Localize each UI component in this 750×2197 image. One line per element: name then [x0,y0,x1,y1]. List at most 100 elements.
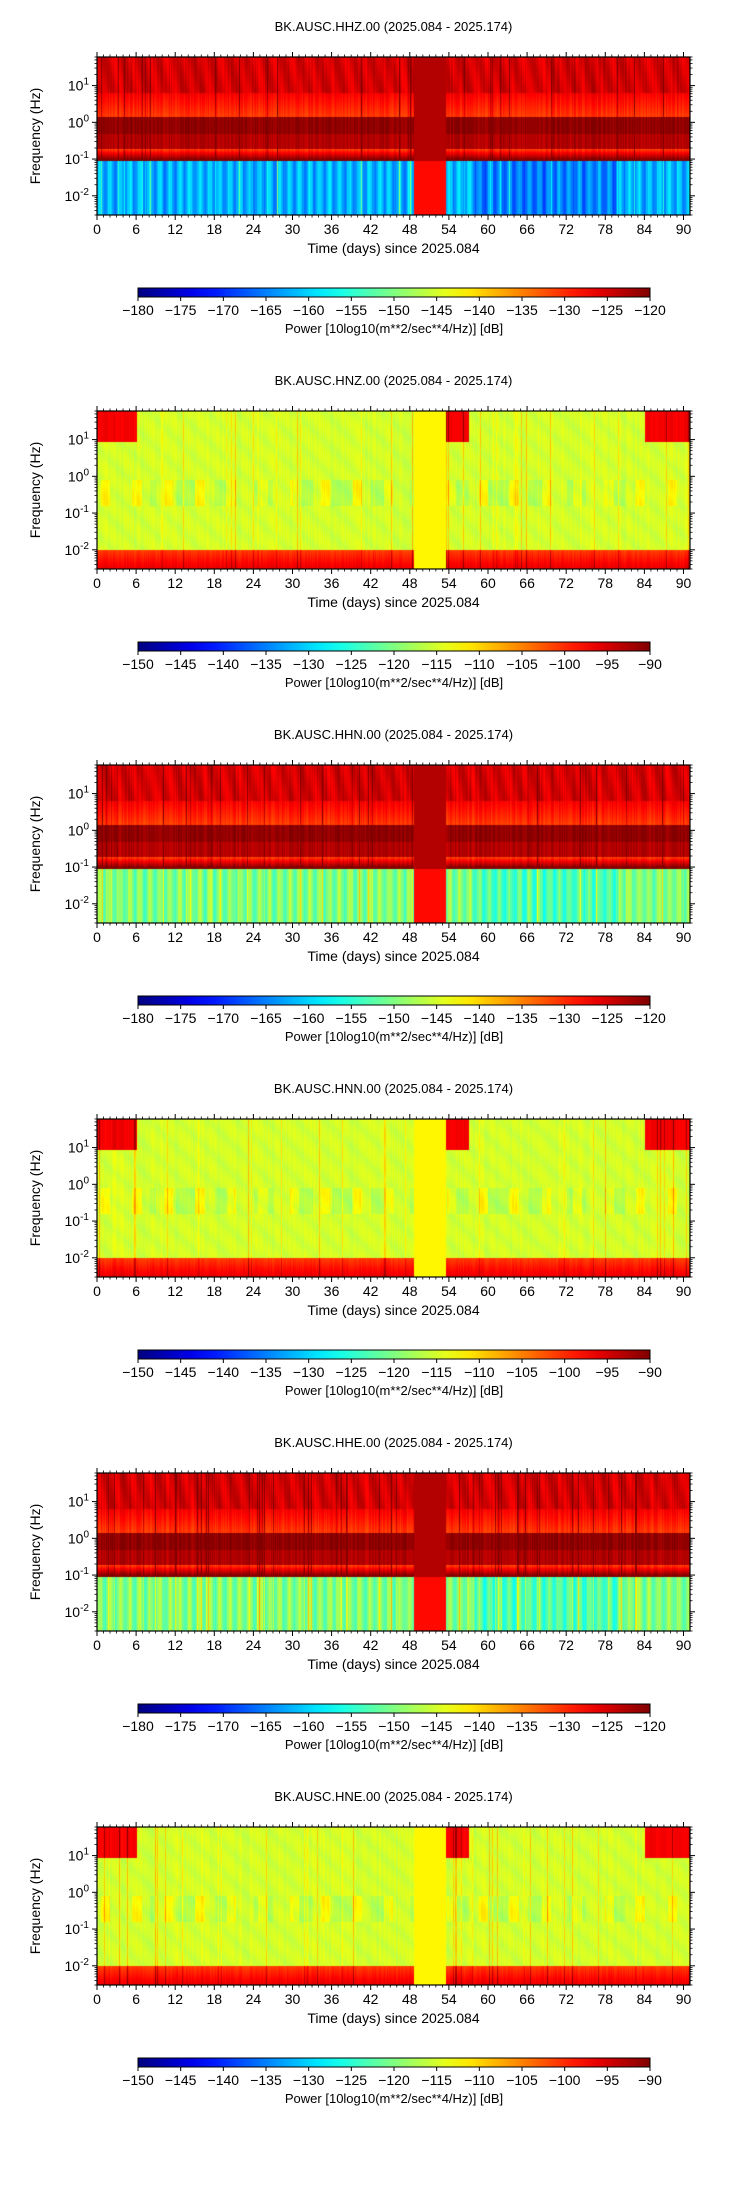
x-tick-label: 12 [167,929,183,945]
x-tick-label: 66 [519,1991,535,2007]
x-tick-label: 24 [246,1637,262,1653]
colorbar-tick-label: −105 [506,656,538,672]
colorbar-tick-label: −90 [638,656,662,672]
colorbar-tick-label: −175 [165,302,197,318]
chart-title: BK.AUSC.HNE.00 (2025.084 - 2025.174) [274,1789,512,1804]
colorbar-tick-label: −120 [378,656,410,672]
colorbar-tick-label: −165 [250,1718,282,1734]
plot-frame [96,56,691,216]
x-tick-label: 0 [93,1283,101,1299]
x-tick-label: 48 [402,221,418,237]
colorbar-tick-label: −160 [293,1718,325,1734]
x-tick-label: 36 [324,929,340,945]
x-tick-label: 18 [207,1637,223,1653]
colorbar-tick-label: −90 [638,2072,662,2088]
y-tick-label: 10-1 [65,150,90,167]
colorbar-tick-label: −125 [592,1718,624,1734]
colorbar-tick-label: −125 [336,656,368,672]
x-tick-label: 72 [558,1991,574,2007]
colorbar-tick-label: −140 [464,1718,496,1734]
colorbar-tick-label: −90 [638,1364,662,1380]
colorbar-tick-label: −135 [250,2072,282,2088]
colorbar-label: Power [10log10(m**2/sec**4/Hz)] [dB] [285,2091,503,2106]
spectrogram-image [97,1119,690,1277]
y-tick-label: 100 [68,467,90,484]
x-tick-label: 84 [637,1637,653,1653]
colorbar-tick-label: −170 [208,1010,240,1026]
colorbar-label: Power [10log10(m**2/sec**4/Hz)] [dB] [285,1383,503,1398]
y-tick-label: 100 [68,1175,90,1192]
colorbar-tick-label: −135 [506,1010,538,1026]
x-tick-label: 72 [558,1283,574,1299]
x-tick-label: 60 [480,929,496,945]
x-tick-label: 60 [480,1637,496,1653]
colorbar-tick-label: −135 [250,1364,282,1380]
x-tick-label: 54 [441,1637,457,1653]
x-tick-label: 84 [637,221,653,237]
colorbar-tick-label: −120 [634,1718,666,1734]
spectrogram-image [97,411,690,569]
spectrogram-panel: BK.AUSC.HNE.00 (2025.084 - 2025.174) 0 6 12… [27,1789,695,2106]
colorbar-tick-label: −130 [549,302,581,318]
x-tick-label: 48 [402,1283,418,1299]
colorbar-tick-label: −165 [250,1010,282,1026]
colorbar-tick-label: −150 [378,1718,410,1734]
y-tick-label: 10-1 [65,858,90,875]
colorbar-tick-label: −120 [634,302,666,318]
colorbar-tick-label: −120 [634,1010,666,1026]
x-tick-label: 42 [363,929,379,945]
x-tick-label: 66 [519,929,535,945]
y-axis-label: Frequency (Hz) [27,88,43,184]
x-tick-label: 48 [402,575,418,591]
colorbar-tick-label: −145 [165,2072,197,2088]
colorbar-tick-label: −110 [464,1364,495,1380]
x-tick-label: 36 [324,575,340,591]
x-tick-label: 42 [363,1637,379,1653]
spectrogram-image [97,1473,690,1631]
x-tick-label: 24 [246,929,262,945]
plot-frame [96,410,691,570]
spectrogram-panel: BK.AUSC.HNN.00 (2025.084 - 2025.174) 0 6 12… [27,1081,695,1398]
x-tick-label: 90 [676,1991,692,2007]
colorbar-tick-label: −150 [122,2072,154,2088]
colorbar-tick-label: −100 [549,1364,581,1380]
x-tick-label: 0 [93,221,101,237]
colorbar-tick-label: −180 [122,302,154,318]
colorbar-tick-label: −130 [293,656,325,672]
x-tick-label: 42 [363,1283,379,1299]
colorbar [137,2057,651,2068]
x-tick-label: 48 [402,1991,418,2007]
x-tick-label: 72 [558,221,574,237]
y-tick-label: 101 [68,1139,90,1156]
x-tick-label: 0 [93,929,101,945]
chart-title: BK.AUSC.HHE.00 (2025.084 - 2025.174) [274,1435,512,1450]
x-tick-label: 12 [167,221,183,237]
colorbar [137,641,651,652]
colorbar-tick-label: −140 [464,1010,496,1026]
x-tick-label: 12 [167,1637,183,1653]
y-tick-label: 101 [68,1493,90,1510]
chart-title: BK.AUSC.HNZ.00 (2025.084 - 2025.174) [275,373,513,388]
colorbar-tick-label: −150 [378,1010,410,1026]
colorbar-tick-label: −145 [421,302,453,318]
x-tick-label: 54 [441,1991,457,2007]
chart-title: BK.AUSC.HHN.00 (2025.084 - 2025.174) [274,727,513,742]
y-tick-label: 101 [68,77,90,94]
x-tick-label: 30 [285,1991,301,2007]
y-tick-label: 10-2 [65,541,90,558]
colorbar [137,287,651,298]
x-tick-label: 18 [207,575,223,591]
colorbar-tick-label: −170 [208,302,240,318]
x-tick-label: 66 [519,1637,535,1653]
x-tick-label: 54 [441,575,457,591]
x-tick-label: 90 [676,575,692,591]
x-axis-label: Time (days) since 2025.084 [307,1656,479,1672]
colorbar [137,1703,651,1714]
chart-title: BK.AUSC.HNN.00 (2025.084 - 2025.174) [274,1081,513,1096]
x-tick-label: 90 [676,1283,692,1299]
y-tick-label: 100 [68,113,90,130]
x-tick-label: 42 [363,575,379,591]
colorbar-tick-label: −105 [506,1364,538,1380]
x-tick-label: 24 [246,221,262,237]
colorbar-tick-label: −160 [293,1010,325,1026]
